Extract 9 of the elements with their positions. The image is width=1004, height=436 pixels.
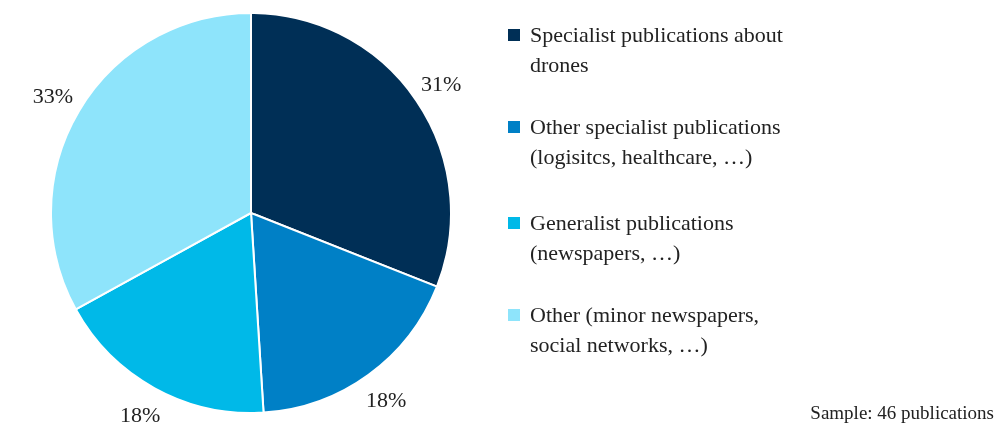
legend-label: Other specialist publications (logisitcs, healthcare, …) (530, 113, 782, 171)
data-label: 18% (366, 386, 407, 412)
legend-label: Specialist publications about drones (530, 21, 784, 79)
data-label: 31% (421, 71, 462, 97)
legend-label: Generalist publications (newspapers, …) (530, 209, 735, 267)
data-label: 18% (120, 402, 161, 428)
text: Sample: 46 publications (810, 402, 994, 424)
data-label: 33% (32, 83, 74, 109)
legend-label: Other (minor newspapers, social networks, …) (530, 301, 761, 359)
